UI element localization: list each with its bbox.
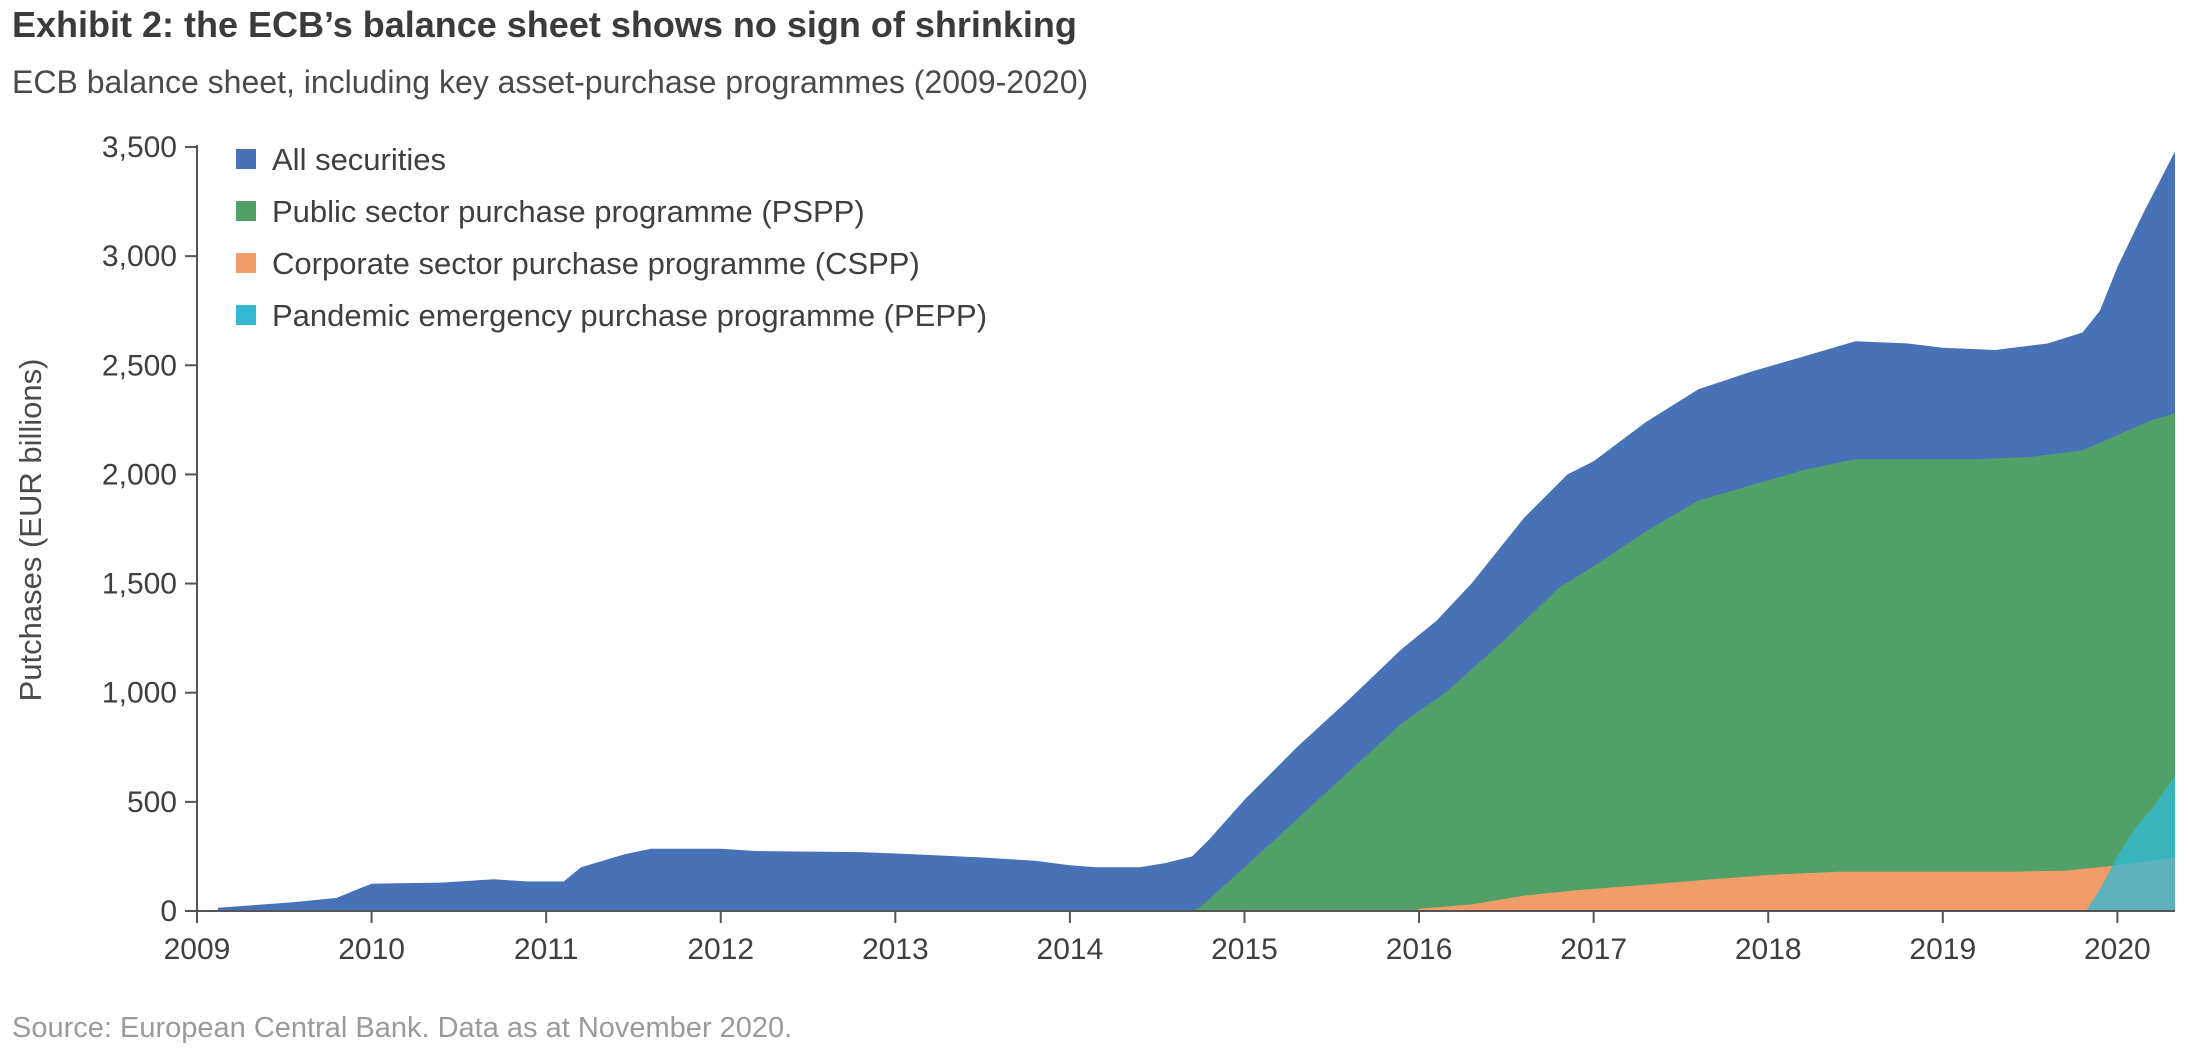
y-tick-label: 3,500 [102,131,177,164]
x-tick-label: 2017 [1560,933,1627,966]
y-tick-label: 1,500 [102,568,177,601]
legend-label-pandemic-emergency-purchase-programme: Pandemic emergency purchase programme (P… [272,298,987,333]
legend-swatch-corporate-sector-purchase-programme [236,253,256,273]
area-pandemic-emergency-purchase-programme [2086,775,2175,911]
x-tick-label: 2014 [1037,933,1104,966]
y-tick-label: 2,500 [102,349,177,382]
area-corporate-sector-purchase-programme [1415,857,2175,911]
x-tick-label: 2020 [2084,933,2151,966]
chart-title: Exhibit 2: the ECB’s balance sheet shows… [12,4,1077,45]
legend: All securities Public sector purchase pro… [236,142,987,333]
y-tick-label: 0 [160,895,177,928]
legend-swatch-public-sector-purchase-programme [236,201,256,221]
axes-layer: 0 500 1,000 1,500 2,000 2,500 3,000 3,500 2009 20… [102,131,2175,966]
y-tick-label: 1,000 [102,677,177,710]
y-axis-title: Putchases (EUR billions) [13,359,48,702]
x-tick-label: 2013 [862,933,929,966]
y-tick-label: 3,000 [102,240,177,273]
y-tick-label: 500 [127,786,177,819]
legend-label-all-securities: All securities [272,142,446,177]
x-tick-label: 2012 [687,933,754,966]
area-layer [217,151,2175,911]
x-tick-label: 2016 [1386,933,1453,966]
legend-swatch-all-securities [236,149,256,169]
x-tick-label: 2010 [338,933,405,966]
x-tick-label: 2015 [1211,933,1278,966]
legend-label-public-sector-purchase-programme: Public sector purchase programme (PSPP) [272,194,865,229]
legend-label-corporate-sector-purchase-programme: Corporate sector purchase programme (CSP… [272,246,920,281]
legend-swatch-pandemic-emergency-purchase-programme [236,305,256,325]
y-tick-label: 2,000 [102,458,177,491]
x-tick-label: 2018 [1735,933,1802,966]
area-public-sector-purchase-programme [1192,413,2175,911]
x-tick-label: 2011 [514,933,579,966]
x-tick-label: 2009 [164,933,231,966]
source-note: Source: European Central Bank. Data as a… [12,1012,793,1044]
x-tick-label: 2019 [1909,933,1976,966]
chart-subtitle: ECB balance sheet, including key asset-p… [12,64,1089,100]
